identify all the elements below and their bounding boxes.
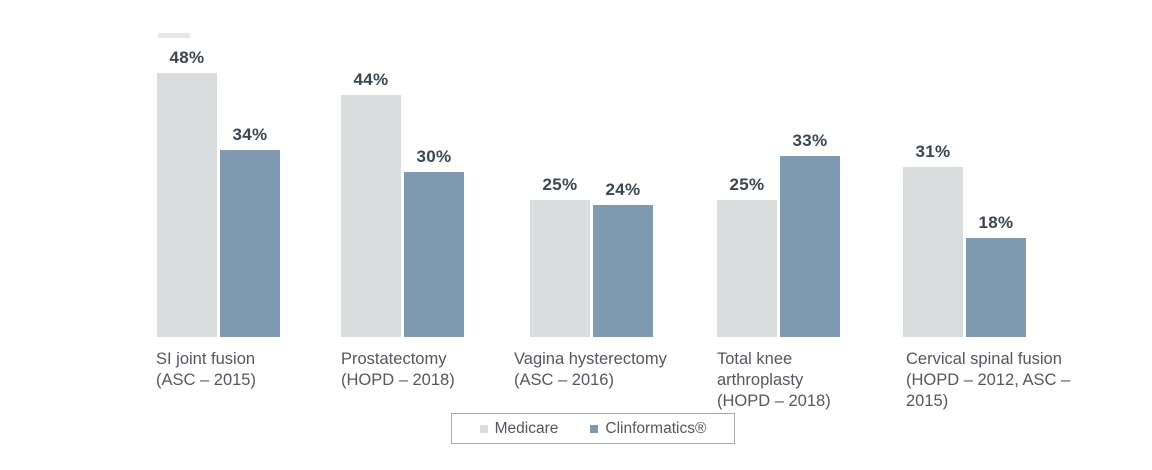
bar-column-clinformatics: 18%	[966, 213, 1026, 337]
bar-column-clinformatics: 34%	[220, 125, 280, 337]
value-label: 25%	[729, 174, 765, 194]
medicare-swatch-icon	[479, 424, 488, 433]
bar-medicare	[717, 199, 777, 337]
clinformatics-swatch-icon	[590, 424, 599, 433]
plot-area: 48% 34% 44% 30% 25% 24%	[157, 48, 1026, 337]
bar-clinformatics	[966, 238, 1026, 337]
bar-group-si-joint-fusion: 48% 34%	[157, 48, 280, 337]
category-label-si-joint-fusion: SI joint fusion (ASC – 2015)	[156, 350, 256, 389]
legend-item-medicare: Medicare	[479, 419, 559, 438]
value-label: 33%	[792, 130, 828, 150]
value-label: 44%	[353, 70, 389, 89]
bar-column-clinformatics: 24%	[593, 180, 653, 337]
value-label: 25%	[542, 174, 578, 194]
value-label: 34%	[232, 125, 268, 144]
bar-medicare	[530, 199, 590, 337]
bar-group-cervical-spinal-fusion: 31% 18%	[903, 141, 1026, 337]
bar-group-vagina-hysterectomy: 25% 24%	[530, 174, 653, 337]
bar-group-total-knee-arthroplasty: 25% 33%	[717, 130, 840, 337]
bar-clinformatics	[780, 155, 840, 337]
category-label-prostatectomy: Prostatectomy (HOPD – 2018)	[341, 350, 455, 389]
value-label: 24%	[605, 180, 641, 199]
bar-column-medicare: 31%	[903, 141, 963, 337]
legend: Medicare Clinformatics®	[451, 413, 735, 444]
value-label: 48%	[169, 48, 205, 67]
legend-label: Clinformatics®	[605, 419, 707, 437]
bar-column-clinformatics: 33%	[780, 130, 840, 337]
value-label: 31%	[915, 141, 951, 161]
bar-column-clinformatics: 30%	[404, 147, 464, 337]
value-label: 30%	[416, 147, 452, 166]
category-label-total-knee-arthroplasty: Total knee arthroplasty (HOPD – 2018)	[717, 350, 831, 410]
bar-column-medicare: 48%	[157, 48, 217, 337]
bar-column-medicare: 25%	[530, 174, 590, 337]
cropped-edge-artifact	[158, 33, 190, 38]
bar-medicare	[341, 95, 401, 337]
bar-clinformatics	[593, 205, 653, 337]
category-label-cervical-spinal-fusion: Cervical spinal fusion (HOPD – 2012, ASC…	[906, 350, 1071, 410]
value-label: 18%	[978, 213, 1014, 232]
bar-column-medicare: 25%	[717, 174, 777, 337]
category-label-vagina-hysterectomy: Vagina hysterectomy (ASC – 2016)	[514, 350, 667, 389]
bar-group-prostatectomy: 44% 30%	[341, 70, 464, 337]
bar-medicare	[157, 73, 217, 337]
bar-medicare	[903, 166, 963, 337]
legend-item-clinformatics: Clinformatics®	[590, 420, 706, 438]
bar-clinformatics	[220, 150, 280, 337]
bar-column-medicare: 44%	[341, 70, 401, 337]
bar-clinformatics	[404, 172, 464, 337]
legend-label: Medicare	[494, 419, 559, 437]
